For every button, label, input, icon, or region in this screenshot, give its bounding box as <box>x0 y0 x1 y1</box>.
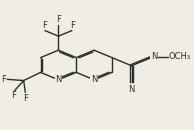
Text: N: N <box>55 75 62 84</box>
Text: N: N <box>151 52 157 61</box>
Text: N: N <box>128 85 135 94</box>
Text: F: F <box>1 75 6 84</box>
Text: N: N <box>91 75 97 84</box>
Text: OCH₃: OCH₃ <box>169 52 191 61</box>
Text: F: F <box>11 91 16 100</box>
Text: F: F <box>56 15 61 24</box>
Text: F: F <box>70 21 75 30</box>
Text: F: F <box>42 21 47 30</box>
Text: F: F <box>23 94 28 103</box>
